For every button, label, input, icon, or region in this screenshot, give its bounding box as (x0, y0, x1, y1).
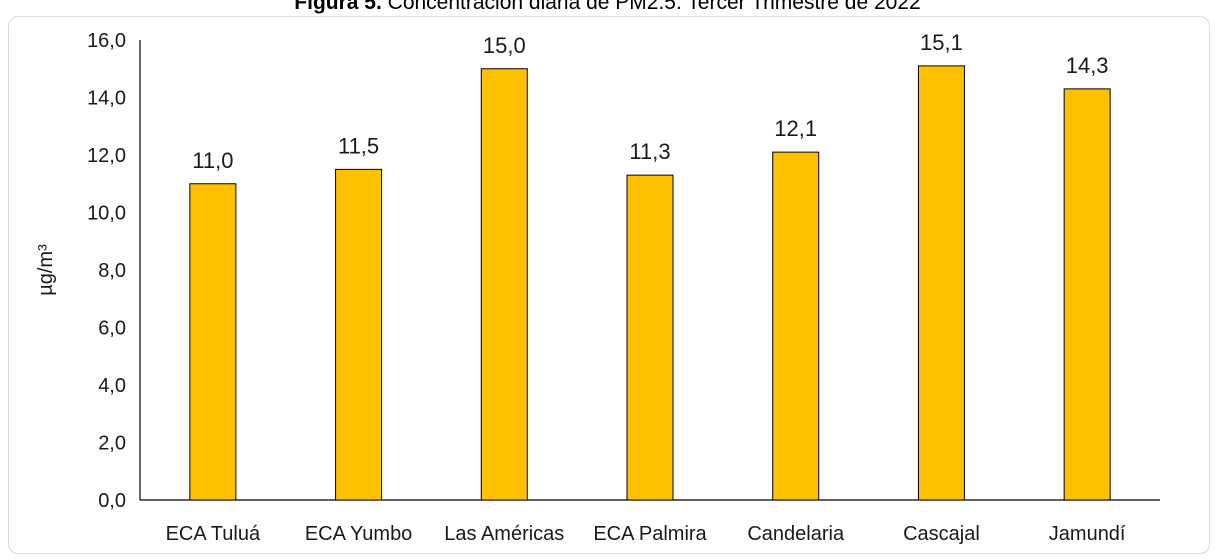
data-label: 14,3 (1066, 53, 1109, 78)
bar (917, 65, 965, 501)
x-tick-label: Candelaria (747, 523, 845, 545)
y-tick-label: 6,0 (98, 318, 126, 340)
y-axis-ticks: 0,0 2,0 4,0 6,0 8,0 10,0 12,0 14,0 16,0 (87, 30, 126, 512)
y-axis-label: µg/m³ (35, 244, 57, 296)
bar (626, 174, 674, 501)
bar (480, 68, 528, 501)
y-tick-label: 10,0 (87, 203, 126, 225)
figure-caption-text: Concentración diaria de PM2.5. Tercer Tr… (387, 0, 921, 14)
bar (335, 168, 383, 501)
data-label: 12,1 (774, 116, 817, 141)
bars: 11,0 11,5 15,0 11,3 12,1 15,1 14,3 (189, 30, 1111, 501)
y-tick-label: 2,0 (98, 433, 126, 455)
y-tick-label: 4,0 (98, 375, 126, 397)
data-label: 11,0 (192, 148, 233, 173)
x-tick-label: Jamundí (1049, 523, 1126, 545)
y-tick-label: 0,0 (98, 490, 126, 512)
figure-caption: Figura 5. Concentración diaria de PM2.5.… (0, 0, 1215, 15)
data-label: 11,3 (629, 139, 670, 164)
data-label: 15,1 (920, 30, 963, 55)
y-tick-label: 12,0 (87, 145, 126, 167)
x-tick-label: Cascajal (903, 523, 980, 545)
data-label: 15,0 (483, 33, 526, 58)
bar (189, 183, 237, 501)
bar (772, 151, 820, 501)
x-axis-ticks: ECA Tuluá ECA Yumbo Las Américas ECA Palmir… (166, 523, 1126, 545)
data-label: 11,5 (338, 133, 379, 158)
figure-caption-lead: Figura 5. (294, 0, 382, 14)
y-tick-label: 16,0 (87, 30, 126, 52)
y-tick-label: 8,0 (98, 260, 126, 282)
bar (1063, 88, 1111, 501)
x-tick-label: ECA Tuluá (166, 523, 261, 545)
y-tick-label: 14,0 (87, 88, 126, 110)
x-tick-label: ECA Yumbo (305, 523, 412, 545)
x-tick-label: ECA Palmira (593, 523, 707, 545)
x-tick-label: Las Américas (444, 523, 564, 545)
